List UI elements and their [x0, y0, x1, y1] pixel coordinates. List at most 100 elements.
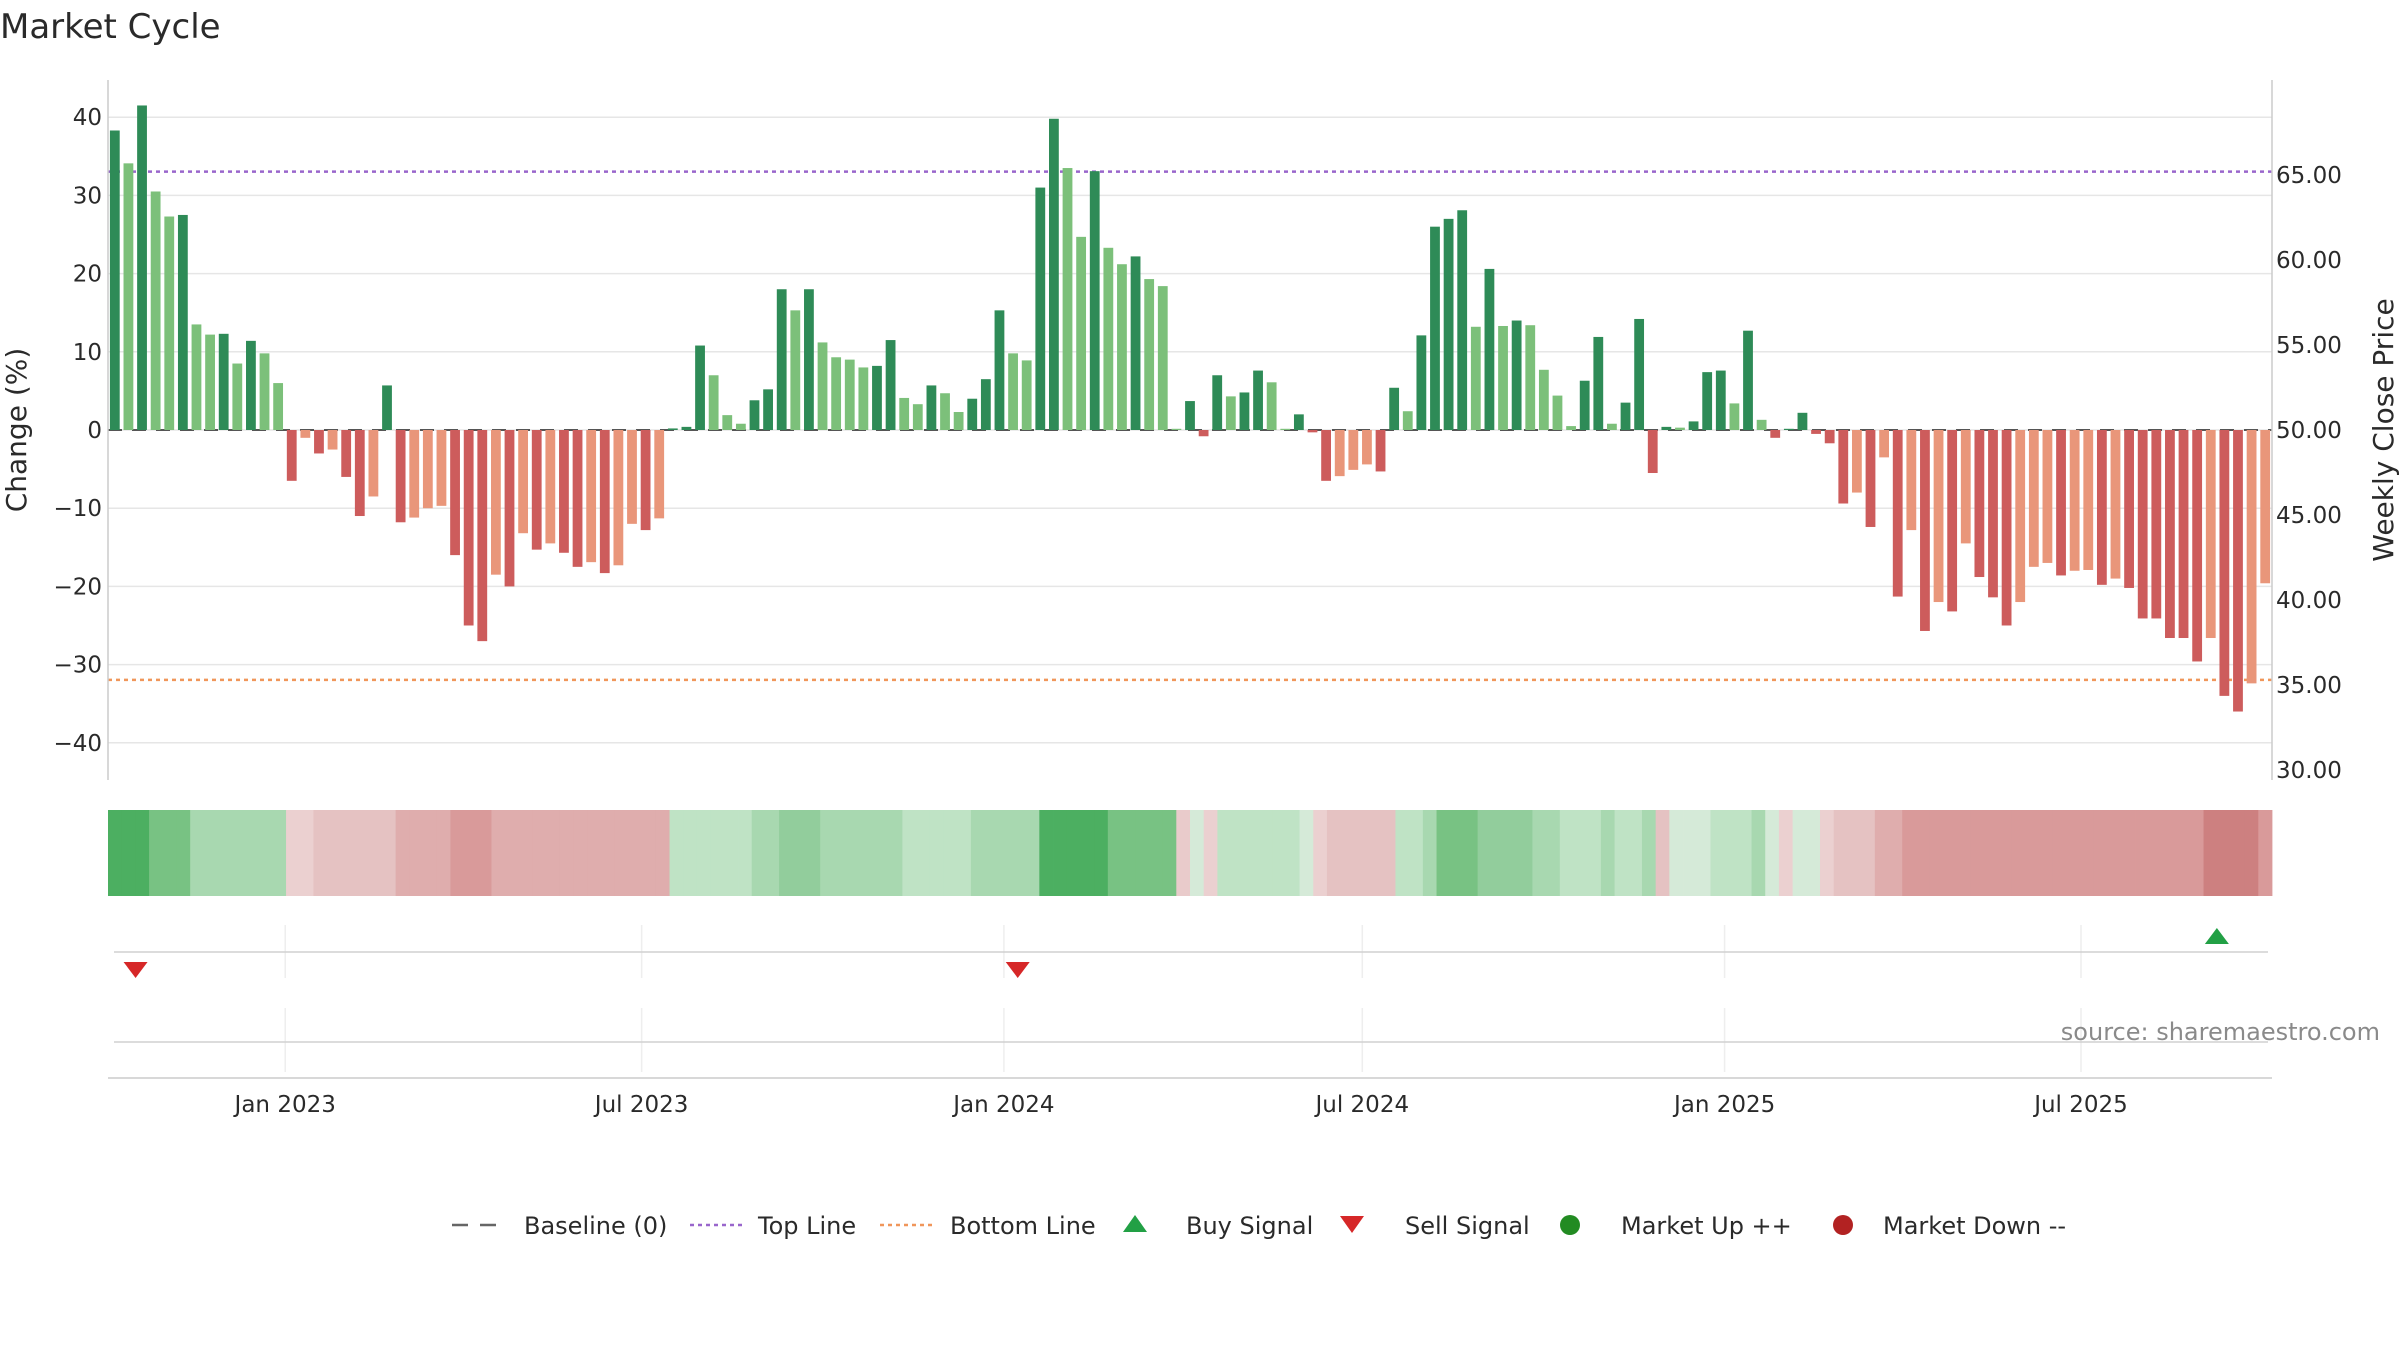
- change-bar: [2137, 430, 2148, 619]
- y2-tick-label: 65.00: [2276, 163, 2342, 189]
- change-bar: [341, 430, 352, 477]
- heat-cell: [1053, 810, 1068, 896]
- heat-cell: [368, 810, 383, 896]
- change-bar: [1117, 264, 1127, 430]
- change-bar: [2205, 430, 2216, 639]
- change-bar: [1035, 187, 1046, 430]
- y2-tick-label: 50.00: [2276, 418, 2342, 444]
- y2-tick-label: 30.00: [2276, 758, 2342, 784]
- legend-label: Buy Signal: [1186, 1212, 1313, 1240]
- heat-cell: [573, 810, 588, 896]
- change-bar: [912, 404, 923, 430]
- heat-cell: [162, 810, 177, 896]
- change-bar: [395, 430, 406, 523]
- change-bar: [1402, 411, 1413, 430]
- change-bar: [1321, 430, 1331, 481]
- y-tick-label: 40: [73, 105, 102, 131]
- heat-cell: [1039, 810, 1054, 896]
- change-bar: [450, 430, 460, 556]
- heat-cell: [2258, 810, 2273, 896]
- change-bar: [2151, 430, 2162, 619]
- y2-tick-label: 35.00: [2276, 673, 2342, 699]
- heat-cell: [1381, 810, 1396, 896]
- heat-cell: [683, 810, 698, 896]
- y-axis-label: Change (%): [0, 348, 33, 513]
- change-bar: [1593, 336, 1604, 430]
- change-bar: [1525, 325, 1536, 430]
- heat-cell: [2230, 810, 2246, 896]
- heat-cell: [313, 810, 328, 896]
- heat-cell: [738, 810, 753, 896]
- heat-cell: [2093, 810, 2109, 896]
- x-tick-label: Jan 2023: [233, 1092, 336, 1118]
- heat-cell: [943, 810, 958, 896]
- change-bar: [1947, 430, 1958, 612]
- heat-cell: [902, 810, 917, 896]
- change-bar: [1511, 320, 1522, 430]
- change-bar: [477, 430, 488, 642]
- heat-cell: [1874, 810, 1889, 896]
- y-tick-label: −20: [53, 574, 102, 600]
- heat-cell: [1011, 810, 1027, 896]
- heat-cell: [1970, 810, 1985, 896]
- heat-cell: [1436, 810, 1451, 896]
- heat-cell: [970, 810, 985, 896]
- change-bar: [817, 342, 828, 430]
- heat-cell: [1409, 810, 1424, 896]
- heat-cell: [491, 810, 506, 896]
- change-bar: [150, 191, 161, 430]
- change-bar: [790, 310, 801, 430]
- heat-cell: [190, 810, 205, 896]
- sell-signal-marker: [123, 962, 148, 978]
- x-tick-label: Jul 2023: [593, 1092, 689, 1118]
- heat-cell: [1792, 810, 1807, 896]
- x-tick-label: Jan 2025: [1672, 1092, 1775, 1118]
- change-bar: [980, 379, 991, 430]
- change-bar: [273, 383, 284, 430]
- heat-cell: [2066, 810, 2081, 896]
- change-bar: [1076, 236, 1087, 430]
- change-bar: [504, 430, 515, 587]
- change-bar: [572, 430, 583, 567]
- change-bar: [1049, 118, 1059, 430]
- heat-cell: [1326, 810, 1342, 896]
- change-bar: [463, 430, 474, 626]
- change-bar: [763, 389, 773, 430]
- heat-cell: [464, 810, 479, 896]
- heat-cell: [135, 810, 150, 896]
- change-bar: [1743, 330, 1753, 430]
- heat-cell: [1080, 810, 1095, 896]
- heat-cell: [792, 810, 807, 896]
- heat-cell: [1573, 810, 1588, 896]
- change-bar: [2096, 430, 2107, 585]
- heat-cell: [1299, 810, 1314, 896]
- axes: [107, 80, 2273, 1079]
- legend-label: Baseline (0): [524, 1212, 667, 1240]
- change-bar: [967, 398, 978, 430]
- change-bar: [300, 430, 311, 438]
- change-bar: [1538, 369, 1549, 430]
- heat-cell: [1655, 810, 1670, 896]
- change-bar: [1470, 326, 1481, 430]
- change-bar: [232, 363, 243, 430]
- heat-cell: [587, 810, 602, 896]
- heat-cell: [1778, 810, 1794, 896]
- change-bar: [1702, 372, 1713, 430]
- heat-cell: [2025, 810, 2040, 896]
- change-bar: [2260, 430, 2271, 584]
- change-bars: [109, 105, 2271, 712]
- x-tick-label: Jan 2024: [951, 1092, 1054, 1118]
- heat-cell: [847, 810, 862, 896]
- heat-cell: [108, 810, 123, 896]
- change-bar: [1756, 419, 1767, 430]
- change-bar: [776, 289, 787, 430]
- heat-cell: [1861, 810, 1876, 896]
- change-bar: [2192, 430, 2203, 662]
- change-bar: [2246, 430, 2257, 684]
- change-bar: [994, 310, 1005, 430]
- heat-cell: [1765, 810, 1780, 896]
- heat-cell: [423, 810, 438, 896]
- heat-cell: [1135, 810, 1150, 896]
- change-bar: [613, 430, 624, 566]
- heat-cell: [1847, 810, 1862, 896]
